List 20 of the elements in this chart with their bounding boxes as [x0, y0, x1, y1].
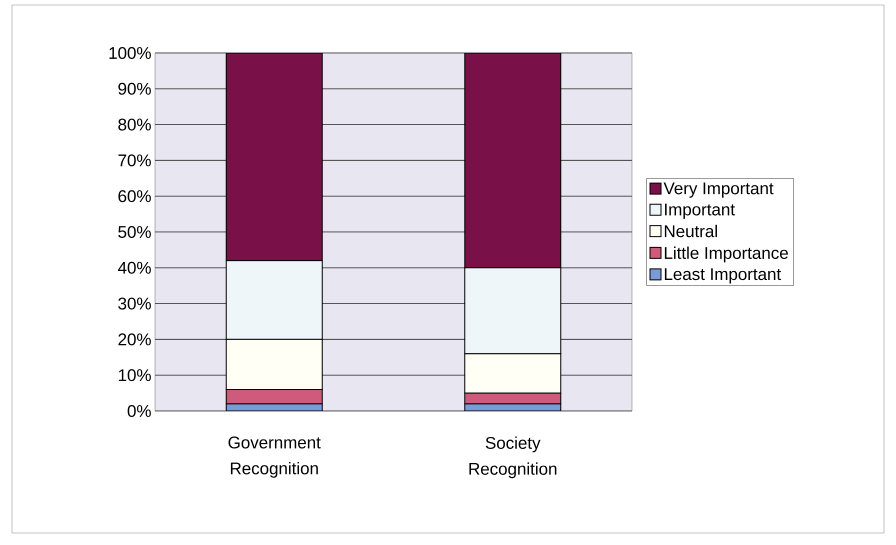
y-tick-label: 90% — [118, 82, 151, 95]
x-tick-label: Government Recognition — [228, 436, 321, 478]
legend-label: Least Important — [664, 268, 782, 284]
y-tick-label: 70% — [118, 154, 151, 166]
legend-label: Very Important — [664, 182, 774, 198]
y-tick-label: 0% — [128, 404, 151, 417]
y-tick-label: 60% — [118, 190, 151, 202]
y-tick-label: 20% — [118, 333, 151, 346]
y-tick-label: 80% — [118, 118, 151, 131]
legend-label: Neutral — [664, 224, 717, 238]
y-tick-label: 40% — [118, 262, 151, 274]
legend-label: Little Importance — [664, 246, 788, 262]
y-tick-label: 50% — [118, 226, 151, 238]
bar — [226, 52, 323, 262]
legend-label: Important — [665, 204, 735, 219]
y-tick-label: 10% — [118, 369, 151, 382]
bar — [464, 52, 562, 268]
y-tick-label: 100% — [109, 46, 151, 59]
x-tick-label: Society Recognition — [469, 436, 556, 478]
y-tick-label: 30% — [118, 298, 151, 310]
